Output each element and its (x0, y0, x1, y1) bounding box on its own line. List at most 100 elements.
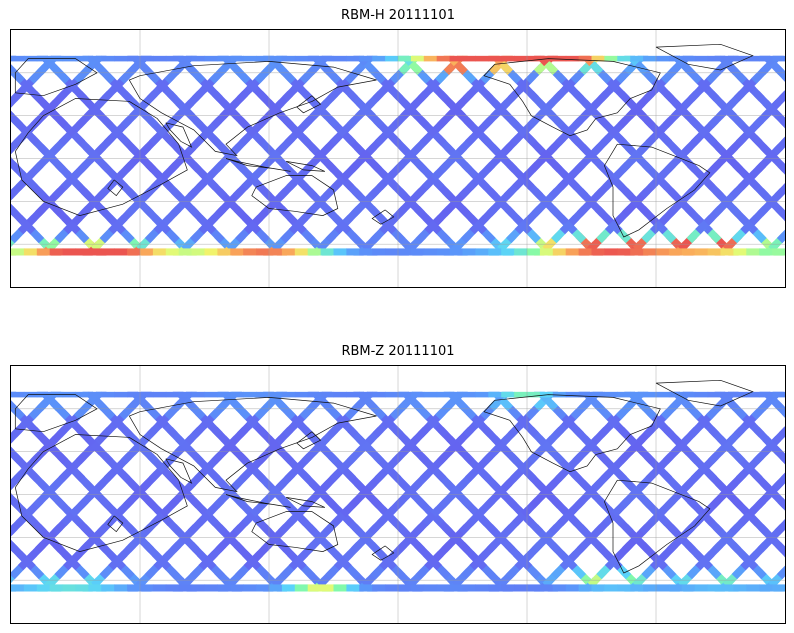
swath-segment (11, 493, 21, 509)
title-top: RBM-H 20111101 (341, 8, 455, 23)
polar-band-cell (720, 248, 734, 256)
polar-band-cell (385, 391, 399, 398)
polar-band-cell (165, 55, 180, 62)
polar-band-cell (307, 248, 322, 256)
polar-band-cell (230, 55, 244, 62)
polar-band-cell (668, 55, 683, 62)
polar-band-cell (449, 55, 464, 62)
polar-band-cell (62, 584, 77, 592)
polar-band-cell (191, 55, 206, 62)
polar-band-cell (281, 584, 296, 592)
new-guinea-coast (286, 161, 326, 172)
polar-band-cell (759, 248, 773, 256)
south-america-coast (604, 143, 711, 238)
north-america-coast (483, 394, 661, 473)
polar-band-cell (772, 248, 785, 256)
polar-band-cell (62, 248, 77, 256)
swath-segment (776, 565, 785, 580)
polar-band-cell (475, 55, 489, 62)
polar-band-cell (746, 391, 760, 398)
polar-band-cell (759, 391, 773, 398)
swath-segment (11, 110, 23, 129)
greenland-coast (655, 43, 754, 71)
polar-band-cell (88, 584, 102, 592)
polar-band-cell (346, 391, 360, 398)
polar-band-cell (36, 584, 51, 592)
polar-band-cell (694, 248, 709, 256)
polar-band-cell (514, 391, 528, 398)
south-america-coast (604, 479, 711, 574)
polar-band-cell (114, 584, 128, 592)
polar-band-cell (75, 584, 89, 592)
polar-band-cell (617, 584, 631, 592)
polar-band-cell (127, 55, 141, 62)
polar-band-cell (152, 55, 167, 62)
polar-band-cell (101, 55, 115, 62)
new-zealand-coast (371, 545, 395, 561)
polar-band-cell (527, 584, 541, 592)
polar-band-cell (552, 248, 567, 256)
polar-band-cell (656, 584, 670, 592)
polar-band-cell (256, 248, 270, 256)
polar-band-cell (772, 55, 785, 62)
polar-band-cell (630, 55, 644, 62)
polar-band-cell (668, 584, 683, 592)
europe-coast (14, 58, 98, 97)
polar-band-cell (707, 248, 722, 256)
swath-segment (11, 203, 19, 217)
polar-band-cell (320, 248, 335, 256)
polar-band-cell (127, 391, 141, 398)
polar-band-cell (178, 55, 193, 62)
polar-band-cell (320, 55, 335, 62)
polar-band-cell (294, 584, 309, 592)
polar-band-cell (359, 584, 373, 592)
polar-band-cell (436, 584, 451, 592)
polar-band-cell (372, 55, 386, 62)
polar-band-cell (707, 584, 722, 592)
map-svg-bottom (11, 366, 785, 623)
polar-band-cell (359, 391, 373, 398)
polar-band-cell (772, 584, 785, 592)
polar-band-cell (423, 55, 438, 62)
polar-band-cell (449, 584, 464, 592)
polar-band-cell (88, 248, 102, 256)
polar-band-cell (694, 584, 709, 592)
polar-band-cell (759, 584, 773, 592)
new-guinea-coast (286, 497, 326, 508)
polar-band-cell (256, 55, 270, 62)
polar-band-cell (707, 391, 722, 398)
polar-band-cell (488, 55, 502, 62)
polar-band-cell (514, 55, 528, 62)
polar-band-cell (11, 55, 25, 62)
polar-band-cell (733, 584, 747, 592)
polar-band-cell (630, 391, 644, 398)
polar-band-cell (178, 391, 193, 398)
polar-band-cell (604, 584, 618, 592)
map-panel-top (10, 29, 786, 288)
polar-band-cell (281, 55, 296, 62)
north-america-coast (483, 58, 661, 137)
polar-band-cell (269, 248, 283, 256)
polar-band-cell (410, 248, 425, 256)
madagascar-coast (107, 515, 124, 533)
europe-coast (14, 394, 98, 433)
polar-band-cell (449, 391, 464, 398)
greenland-coast (655, 379, 754, 407)
polar-band-cell (630, 248, 644, 256)
polar-band-cell (11, 391, 25, 398)
polar-band-cell (204, 55, 218, 62)
polar-band-cell (514, 584, 528, 592)
polar-band-cell (127, 584, 141, 592)
polar-band-cell (140, 55, 154, 62)
polar-band-cell (281, 391, 296, 398)
polar-band-cell (772, 391, 785, 398)
polar-band-cell (630, 584, 644, 592)
swath-segment (11, 446, 23, 465)
polar-band-cell (152, 391, 167, 398)
polar-band-cell (75, 55, 89, 62)
polar-band-cell (423, 584, 438, 592)
polar-band-cell (204, 391, 218, 398)
polar-band-cell (320, 391, 335, 398)
polar-band-cell (527, 248, 541, 256)
polar-band-cell (462, 248, 476, 256)
